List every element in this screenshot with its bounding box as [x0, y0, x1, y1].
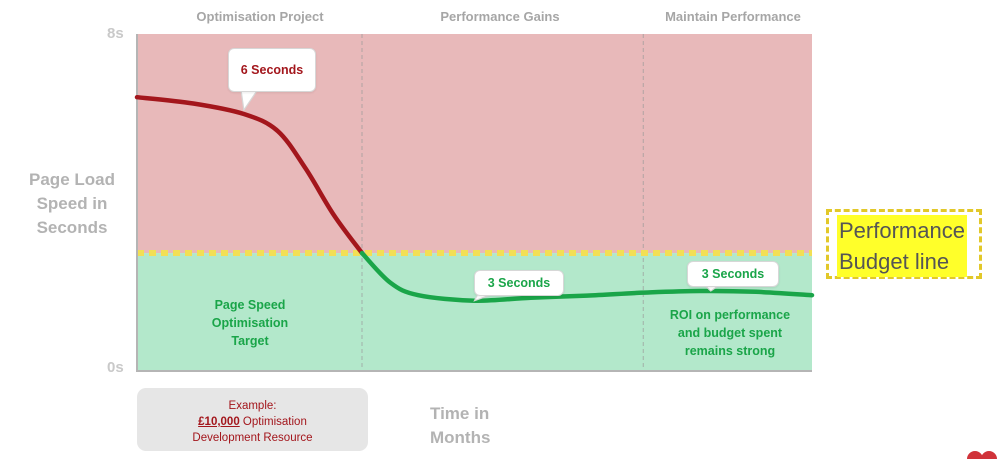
phase-label: Performance Gains: [440, 9, 560, 24]
target-annotation-line: Page Speed: [214, 298, 286, 312]
budget-line-label: Performance Budget line: [837, 215, 967, 277]
example-cost-line: £10,000 Optimisation: [137, 414, 368, 430]
roi-annotation-line: remains strong: [684, 344, 776, 358]
x-axis-label: Time in Months: [430, 404, 491, 447]
roi-annotation: ROI on performance and budget spent rema…: [645, 306, 815, 360]
phase-label: Maintain Performance: [665, 9, 801, 24]
callout-6-seconds: 6 Seconds: [228, 48, 316, 92]
example-line-3: Development Resource: [192, 432, 313, 444]
callout-3-seconds: 3 Seconds: [687, 261, 779, 287]
brand-mark-fragment: [967, 451, 997, 459]
example-rest: Optimisation: [239, 416, 307, 428]
example-title: Example:: [228, 400, 277, 412]
phase-label: Optimisation Project: [196, 9, 324, 24]
roi-annotation-line: and budget spent: [677, 326, 783, 340]
y-axis-label: Page Load Speed in Seconds: [29, 170, 115, 237]
target-annotation: Page Speed Optimisation Target: [170, 296, 330, 350]
budget-label-line: Performance: [839, 218, 965, 243]
y-tick-label: 0s: [107, 359, 124, 376]
example-cost-box: Example: £10,000 Optimisation Developmen…: [137, 388, 368, 451]
budget-line-label-box: Performance Budget line: [826, 209, 982, 279]
callout-3-seconds: 3 Seconds: [474, 270, 564, 296]
series-line-after: [359, 250, 815, 303]
target-annotation-line: Target: [231, 334, 269, 348]
roi-annotation-line: ROI on performance: [669, 308, 791, 322]
series-line-before: [134, 94, 365, 256]
y-tick-label: 8s: [107, 25, 124, 42]
budget-label-line: Budget line: [839, 249, 950, 274]
target-annotation-line: Optimisation: [211, 316, 289, 330]
example-amount: £10,000: [198, 416, 240, 428]
